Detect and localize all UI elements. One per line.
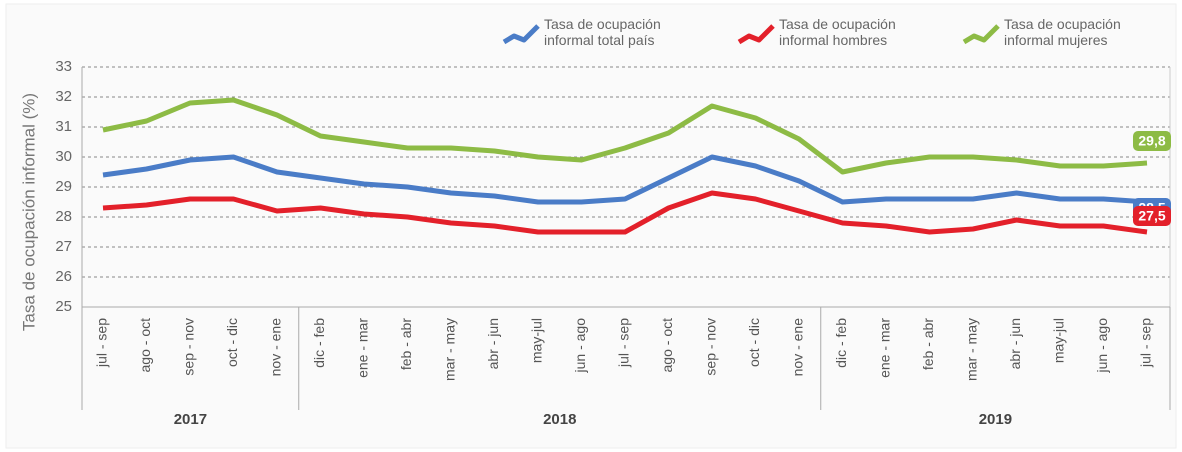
legend-swatch-line — [502, 24, 540, 45]
x-tick-label: may-jul — [529, 318, 545, 363]
legend-swatch — [962, 24, 1000, 45]
x-tick-label: dic - feb — [311, 318, 327, 368]
background — [5, 3, 1177, 449]
x-tick-label: jun - ago — [572, 318, 588, 374]
y-tick-label: 30 — [55, 148, 72, 165]
x-tick-label: sep - nov — [181, 318, 197, 376]
x-tick-label: mar - may — [442, 318, 458, 381]
x-tick-label: jul - sep — [94, 318, 110, 368]
series-line — [102, 190, 1148, 235]
legend-swatch-line — [962, 24, 1000, 45]
group-label: 2018 — [543, 411, 576, 428]
group-label: 2019 — [979, 411, 1012, 428]
y-axis-label: Tasa de ocupación informal (%) — [19, 93, 38, 331]
x-tick-label: ago - oct — [659, 318, 675, 373]
x-tick-label: mar - may — [964, 318, 980, 381]
legend-swatch — [737, 24, 775, 45]
x-tick-label: dic - feb — [833, 318, 849, 368]
x-tick-label: jul - sep — [616, 318, 632, 368]
group-label: 2017 — [174, 411, 207, 428]
x-tick-label: oct - dic — [224, 318, 240, 367]
y-tick-label: 32 — [55, 88, 72, 105]
x-tick-label: feb - abr — [920, 318, 936, 370]
x-tick-label: abr - jun — [485, 318, 501, 369]
x-tick-label: ene - mar — [877, 318, 893, 378]
legend-label: Tasa de ocupación informal hombres — [779, 16, 896, 48]
x-tick-label: abr - jun — [1007, 318, 1023, 369]
value-label: 29,8 — [1138, 133, 1165, 149]
value-label-box — [1133, 131, 1171, 151]
x-tick-label: nov - ene — [790, 318, 806, 377]
value-label: 27,5 — [1138, 208, 1165, 224]
y-tick-label: 33 — [55, 58, 72, 75]
x-tick-label: jun - ago — [1094, 318, 1110, 374]
x-tick-label: ago - oct — [137, 318, 153, 373]
legend-label: Tasa de ocupación informal mujeres — [1004, 16, 1121, 48]
series-line — [102, 97, 1148, 175]
y-tick-label: 26 — [55, 268, 72, 285]
x-tick-label: sep - nov — [703, 318, 719, 376]
y-tick-label: 31 — [55, 118, 72, 135]
y-tick-label: 28 — [55, 208, 72, 225]
series-line — [102, 154, 1148, 205]
x-tick-label: nov - ene — [268, 318, 284, 377]
value-label-box — [1133, 206, 1171, 226]
x-tick-label: feb - abr — [398, 318, 414, 370]
y-tick-label: 25 — [55, 298, 72, 315]
legend-item: Tasa de ocupación informal mujeres — [960, 14, 1154, 50]
legend-item: Tasa de ocupación informal hombres — [735, 14, 929, 50]
legend-label: Tasa de ocupación informal total país — [544, 16, 661, 48]
legend-swatch-line — [737, 24, 775, 45]
y-tick-label: 29 — [55, 178, 72, 195]
legend-item: Tasa de ocupación informal total país — [500, 14, 694, 50]
x-tick-label: oct - dic — [746, 318, 762, 367]
y-tick-label: 27 — [55, 238, 72, 255]
legend-swatch — [502, 24, 540, 45]
x-tick-label: may-jul — [1051, 318, 1067, 363]
x-tick-label: jul - sep — [1138, 318, 1154, 368]
x-tick-label: ene - mar — [355, 318, 371, 378]
